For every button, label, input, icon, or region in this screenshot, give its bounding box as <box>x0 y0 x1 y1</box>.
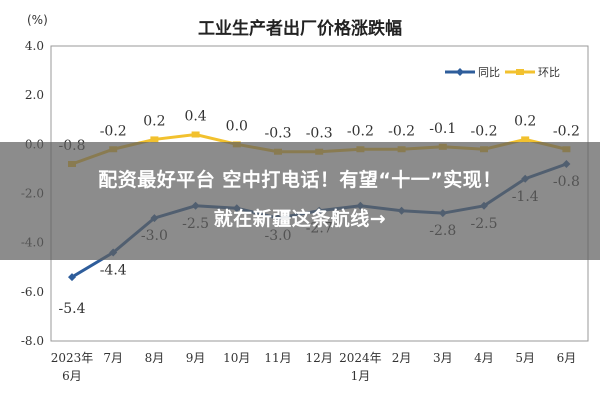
x-tick-label: 1月 <box>351 369 371 383</box>
data-label: -0.1 <box>429 121 456 137</box>
y-tick-label: 2.0 <box>25 88 44 102</box>
data-label: -0.2 <box>347 123 374 139</box>
legend-marker <box>456 68 464 76</box>
data-label: 0.4 <box>184 109 206 125</box>
x-tick-label: 2023年 <box>51 351 94 365</box>
data-label: -0.3 <box>265 126 292 142</box>
y-axis-unit: (%) <box>27 13 48 27</box>
data-label: -4.4 <box>100 263 127 279</box>
data-point-marker <box>191 131 200 138</box>
data-label: -0.2 <box>100 123 127 139</box>
x-tick-label: 2024年 <box>339 351 382 365</box>
x-tick-label: 7月 <box>103 351 123 365</box>
legend-marker <box>516 69 524 75</box>
data-point-marker <box>68 273 76 282</box>
data-label: 0.2 <box>514 113 536 129</box>
data-label: -0.2 <box>553 123 580 139</box>
x-tick-label: 6月 <box>557 351 577 365</box>
data-label: 0.0 <box>226 118 248 134</box>
chart-title: 工业生产者出厂价格涨跌幅 <box>198 18 402 39</box>
legend-label: 同比 <box>478 66 500 79</box>
y-tick-label: -8.0 <box>21 334 44 348</box>
data-label: -0.3 <box>306 126 333 142</box>
y-tick-label: 4.0 <box>25 39 44 53</box>
data-label: -0.2 <box>471 123 498 139</box>
banner-headline[interactable]: 配资最好平台 空中打电话！有望“十一”实现！ <box>98 169 502 191</box>
data-label: 0.2 <box>143 113 165 129</box>
data-label: -5.4 <box>59 301 86 317</box>
x-tick-label: 2月 <box>392 351 412 365</box>
x-tick-label: 4月 <box>474 351 494 365</box>
x-tick-label: 10月 <box>223 351 250 365</box>
x-tick-label: 3月 <box>433 351 453 365</box>
overlay-banner[interactable] <box>0 142 600 260</box>
x-tick-label: 9月 <box>186 351 206 365</box>
y-tick-label: -6.0 <box>21 285 44 299</box>
data-label: -0.2 <box>388 123 415 139</box>
legend-label: 环比 <box>538 66 560 79</box>
x-tick-label: 5月 <box>515 351 535 365</box>
data-point-marker <box>521 136 530 143</box>
x-tick-label: 12月 <box>306 351 333 365</box>
data-point-marker <box>150 136 159 143</box>
banner-subline[interactable]: 就在新疆这条航线→ <box>213 208 387 230</box>
x-tick-label: 11月 <box>264 351 291 365</box>
x-tick-label: 6月 <box>62 369 82 383</box>
x-tick-label: 8月 <box>145 351 165 365</box>
